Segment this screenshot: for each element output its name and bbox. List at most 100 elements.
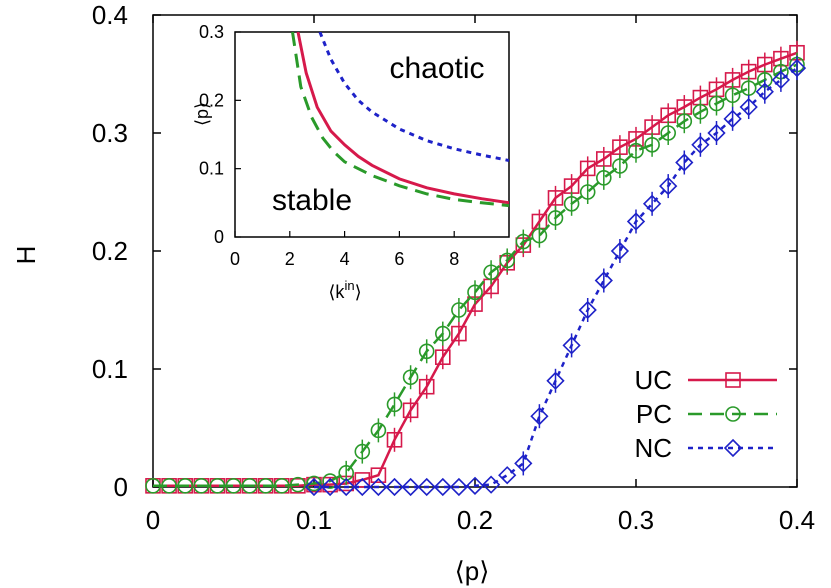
data-point bbox=[145, 478, 161, 494]
data-point bbox=[692, 103, 709, 120]
data-point bbox=[659, 176, 678, 196]
data-point bbox=[386, 431, 403, 448]
data-point bbox=[660, 125, 677, 141]
data-point bbox=[675, 153, 694, 172]
legend-label: PC bbox=[636, 399, 672, 429]
data-point bbox=[402, 402, 419, 419]
inset-y-tick-label: 0.1 bbox=[199, 159, 224, 179]
y-tick-label: 0.3 bbox=[92, 118, 128, 148]
data-point bbox=[723, 438, 743, 458]
data-point bbox=[402, 369, 419, 386]
data-point bbox=[161, 478, 177, 494]
data-point bbox=[320, 477, 340, 497]
data-point bbox=[354, 472, 371, 488]
data-point bbox=[563, 196, 580, 212]
data-point bbox=[547, 190, 564, 206]
y-tick-label: 0.2 bbox=[92, 236, 128, 266]
data-point bbox=[417, 477, 436, 497]
data-point bbox=[337, 477, 356, 497]
data-point bbox=[626, 212, 646, 231]
data-point bbox=[595, 170, 612, 186]
data-point bbox=[739, 97, 758, 117]
data-point bbox=[241, 478, 258, 494]
inset-x-tick-label: 2 bbox=[285, 249, 295, 269]
data-point bbox=[434, 325, 451, 342]
data-point bbox=[418, 378, 435, 395]
inset-y-tick-label: 0 bbox=[214, 227, 224, 247]
data-point bbox=[755, 82, 774, 101]
data-point bbox=[386, 396, 403, 413]
data-point bbox=[562, 336, 581, 355]
data-point bbox=[546, 371, 565, 390]
x-tick-label: 0.4 bbox=[779, 505, 815, 535]
x-tick-label: 0.1 bbox=[296, 505, 332, 535]
data-point bbox=[322, 473, 338, 489]
data-point bbox=[481, 475, 501, 494]
x-tick-label: 0 bbox=[146, 505, 160, 535]
inset-y-axis-title: ⟨p⟩ bbox=[192, 102, 212, 126]
data-point bbox=[354, 443, 371, 460]
data-point bbox=[257, 478, 274, 494]
x-axis-title: ⟨p⟩ bbox=[455, 556, 490, 586]
data-point bbox=[193, 478, 210, 494]
data-point bbox=[369, 477, 388, 497]
data-point bbox=[531, 227, 548, 244]
data-point bbox=[273, 478, 290, 494]
data-point bbox=[644, 137, 660, 153]
data-point bbox=[723, 109, 742, 128]
inset-annotation-chaotic: chaotic bbox=[389, 52, 484, 85]
data-point bbox=[483, 264, 499, 281]
inset-x-tick-label: 4 bbox=[340, 249, 350, 269]
main-plot: 0 0.1 0.2 0.3 0.4 0 0.1 0.2 0.3 0.4 bbox=[92, 0, 815, 535]
data-point bbox=[467, 284, 483, 301]
data-point bbox=[433, 477, 452, 497]
inset-x-axis-title: ⟨kin⟩ bbox=[328, 278, 361, 302]
data-point bbox=[434, 349, 451, 366]
inset-curve bbox=[318, 32, 509, 162]
data-point bbox=[304, 477, 324, 497]
data-point bbox=[691, 135, 710, 154]
inset-frame bbox=[234, 31, 510, 238]
data-point bbox=[787, 58, 807, 78]
data-point bbox=[725, 406, 741, 422]
legend-label: NC bbox=[634, 433, 672, 463]
data-point bbox=[449, 477, 469, 497]
data-point bbox=[451, 325, 467, 342]
inset-plot: 0 2 4 6 8 0 0.1 0.2 0.3 chaotic stable ⟨kin⟩ ⟨p⟩ bbox=[192, 22, 510, 302]
data-point bbox=[290, 476, 306, 493]
data-point bbox=[514, 454, 533, 473]
data-point bbox=[725, 372, 741, 388]
legend: UC PC NC bbox=[634, 365, 777, 463]
data-point bbox=[401, 477, 420, 497]
data-point bbox=[306, 475, 322, 492]
x-tick-label: 0.2 bbox=[457, 505, 493, 535]
data-point bbox=[578, 300, 597, 320]
data-point bbox=[771, 70, 791, 90]
data-point bbox=[385, 477, 404, 497]
data-point bbox=[612, 158, 628, 174]
data-point bbox=[177, 478, 193, 494]
data-point bbox=[530, 407, 549, 426]
inset-y-tick-label: 0.3 bbox=[199, 22, 224, 42]
data-point bbox=[465, 476, 485, 495]
inset-curve bbox=[291, 32, 509, 208]
legend-label: UC bbox=[634, 365, 672, 395]
data-point bbox=[707, 123, 726, 143]
data-point bbox=[610, 241, 630, 261]
inset-curve bbox=[296, 32, 509, 205]
inset-y-tick-label: 0.2 bbox=[199, 90, 224, 110]
data-point bbox=[353, 477, 372, 497]
data-point bbox=[451, 302, 467, 318]
data-point bbox=[499, 252, 516, 269]
y-tick-label: 0.4 bbox=[92, 0, 128, 30]
y-axis-title: H bbox=[11, 246, 41, 265]
series-NC bbox=[304, 56, 807, 497]
inset-x-tick-label: 6 bbox=[394, 249, 404, 269]
data-point bbox=[418, 343, 435, 360]
x-tick-label: 0.3 bbox=[618, 505, 654, 535]
data-point bbox=[628, 142, 644, 159]
data-point bbox=[322, 476, 338, 493]
y-tick-label: 0.1 bbox=[92, 354, 128, 384]
data-point bbox=[708, 95, 725, 112]
